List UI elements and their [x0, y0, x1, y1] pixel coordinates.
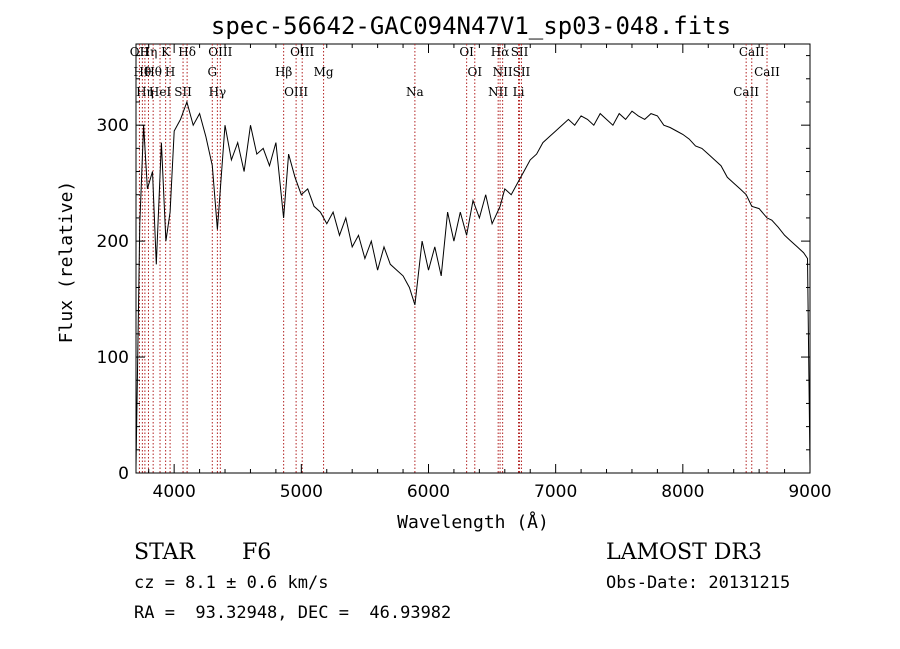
spectral-line-label: Hβ — [275, 65, 292, 79]
y-axis-label: Flux (relative) — [56, 181, 77, 344]
spectral-line-label: CaII — [733, 85, 759, 99]
line-marker-labels: OIIHθHηHηHθHeIKHSIIHδGHγOIIIHβOIIIOIIIMg… — [130, 45, 780, 99]
spectral-line-label: HeI — [149, 85, 172, 99]
spectral-line-label: G — [208, 65, 218, 79]
spectral-line-label: Hη — [136, 85, 154, 99]
spectral-line-label: SII — [511, 45, 529, 59]
spectral-line-label: Hδ — [178, 45, 196, 59]
spectral-line-label: Hθ — [134, 65, 152, 79]
chart-title: spec-56642-GAC094N47V1_sp03-048.fits — [211, 12, 731, 40]
x-tick-label: 9000 — [788, 482, 831, 502]
spectral-line-label: Hα — [491, 45, 510, 59]
spectral-line-label: OIII — [284, 85, 308, 99]
spectral-line-label: SII — [174, 85, 192, 99]
y-tick-label: 0 — [118, 464, 129, 484]
x-tick-label: 7000 — [534, 482, 577, 502]
spectral-line-label: NII — [493, 65, 513, 79]
spectral-line-label: CaII — [754, 65, 780, 79]
spectral-line-label: OI — [459, 45, 474, 59]
spectral-line-label: Mg — [314, 65, 334, 79]
obs-date: Obs-Date: 20131215 — [606, 573, 791, 593]
spectral-line-label: K — [161, 45, 171, 59]
y-tick-label: 100 — [97, 348, 129, 368]
spectral-line-label: Hθ — [144, 65, 162, 79]
x-tick-label: 6000 — [407, 482, 450, 502]
spectral-line-label: Li — [513, 85, 525, 99]
spectral-line-label: SII — [513, 65, 531, 79]
object-class: STAR — [134, 540, 195, 565]
spectrum-line — [135, 100, 811, 468]
x-axis-label: Wavelength (Å) — [397, 511, 549, 533]
subclass: F6 — [242, 540, 272, 565]
x-tick-label: 5000 — [280, 482, 323, 502]
spectral-line-label: Na — [406, 85, 424, 99]
axis-ticks: 4000 5000 6000 7000 8000 9000 0 100 200 300 — [97, 44, 832, 502]
spectral-line-label: Hγ — [209, 85, 227, 99]
redshift-cz: cz = 8.1 ± 0.6 km/s — [134, 573, 329, 593]
y-tick-label: 200 — [97, 232, 129, 252]
survey-name: LAMOST DR3 — [606, 540, 762, 565]
line-markers — [138, 44, 768, 473]
spectral-line-label: OIII — [208, 45, 232, 59]
spectral-line-label: NII — [488, 85, 508, 99]
x-tick-label: 4000 — [153, 482, 196, 502]
x-tick-label: 8000 — [661, 482, 704, 502]
plot-frame — [135, 43, 811, 474]
spectral-line-label: Hη — [140, 45, 158, 59]
spectral-line-label: H — [165, 65, 175, 79]
spectral-line-label: OII — [130, 45, 150, 59]
coordinates: RA = 93.32948, DEC = 46.93982 — [134, 603, 452, 623]
spectral-line-label: CaII — [739, 45, 765, 59]
spectral-line-label: OIII — [290, 45, 314, 59]
spectral-line-label: OI — [467, 65, 482, 79]
y-tick-label: 300 — [97, 116, 129, 136]
